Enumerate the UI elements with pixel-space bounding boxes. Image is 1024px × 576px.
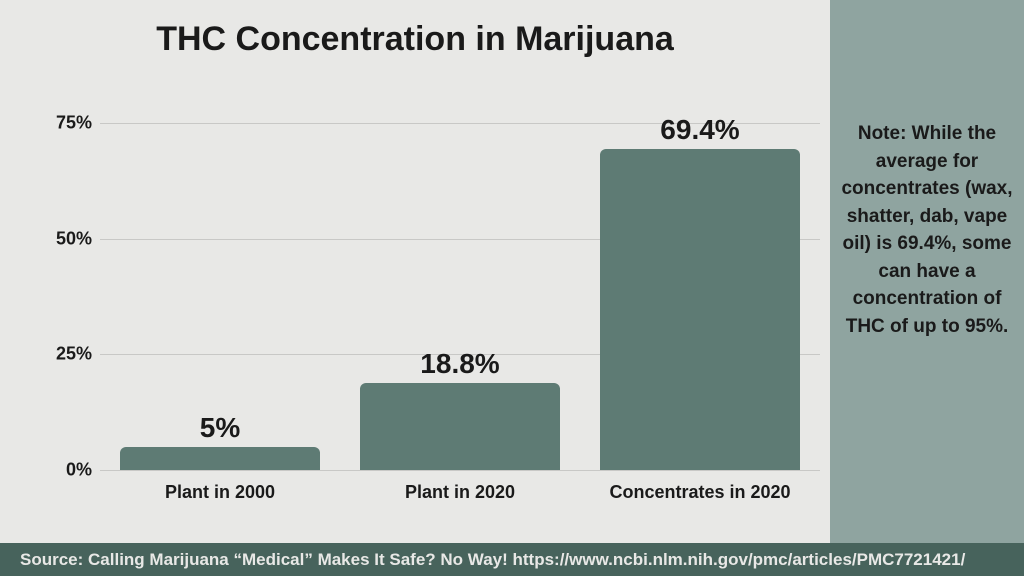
- note-text: Note: While the average for concentrates…: [840, 120, 1014, 340]
- bar-label-2: 69.4%: [600, 114, 800, 146]
- ytick-label-75: 75%: [30, 113, 92, 134]
- x-label-1: Plant in 2020: [360, 482, 560, 503]
- x-label-0: Plant in 2000: [120, 482, 320, 503]
- bar-label-1: 18.8%: [360, 348, 560, 380]
- bar-1: [360, 383, 560, 470]
- ytick-label-25: 25%: [30, 344, 92, 365]
- source-text: Source: Calling Marijuana “Medical” Make…: [20, 550, 965, 570]
- bar-0: [120, 447, 320, 470]
- note-sidebar: Note: While the average for concentrates…: [830, 0, 1024, 543]
- bar-2: [600, 149, 800, 470]
- page-root: THC Concentration in Marijuana 0% 25% 50…: [0, 0, 1024, 576]
- ytick-label-0: 0%: [30, 460, 92, 481]
- ytick-label-50: 50%: [30, 229, 92, 250]
- gridline-0: [100, 470, 820, 471]
- bar-chart: 0% 25% 50% 75% 5% Plant in 2000 18.8% Pl…: [30, 100, 820, 520]
- bar-label-0: 5%: [120, 412, 320, 444]
- main-area: THC Concentration in Marijuana 0% 25% 50…: [0, 0, 830, 543]
- chart-title: THC Concentration in Marijuana: [0, 20, 830, 59]
- x-label-2: Concentrates in 2020: [600, 482, 800, 503]
- source-footer: Source: Calling Marijuana “Medical” Make…: [0, 543, 1024, 576]
